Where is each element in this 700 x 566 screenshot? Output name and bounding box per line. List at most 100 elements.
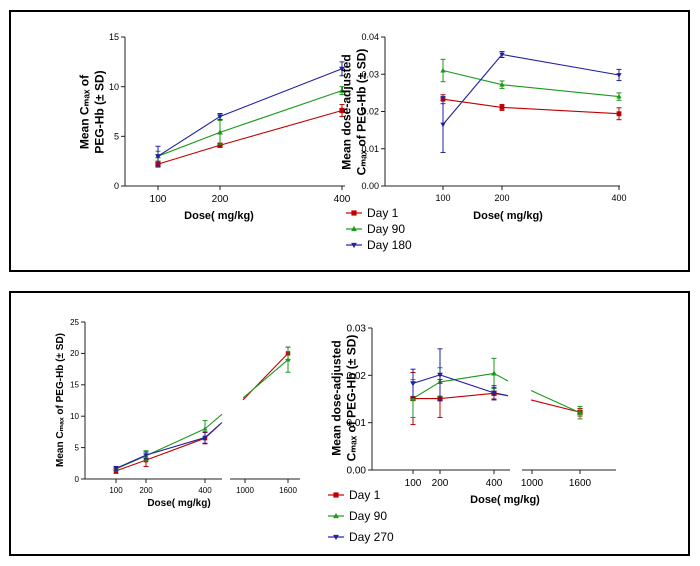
y-tick-label: 20 <box>70 349 79 358</box>
y-axis-label: Mean Cₘₐₓ of PEG-Hb (± SD) <box>55 333 66 467</box>
data-point <box>113 466 119 471</box>
data-point <box>217 142 223 148</box>
series-line <box>501 53 620 76</box>
series-line-to-break <box>493 392 509 397</box>
x-tick-label: 100 <box>435 193 450 203</box>
series-line-to-break <box>204 422 223 438</box>
data-point <box>616 73 622 78</box>
series-line <box>145 437 206 461</box>
series-line <box>439 372 495 383</box>
data-point <box>339 107 345 114</box>
y-axis-label: PEG-Hb (± SD) <box>93 70 107 153</box>
legend-label: Day 180 <box>367 238 412 252</box>
y-tick-label: 10 <box>109 82 119 92</box>
series-line <box>219 90 343 133</box>
x-tick-label: 200 <box>432 478 449 489</box>
y-tick-label: 0.01 <box>347 418 367 429</box>
series-day-90 <box>155 86 345 162</box>
series-line <box>219 109 343 146</box>
chart-4: 0.00 0.01 0.02 0.03 100 200 400 1000 1600 Mean do… <box>330 324 616 506</box>
y-axis-label: Mean Cₘₐₓ of <box>78 74 92 149</box>
series-line-from-break <box>242 359 289 399</box>
data-point <box>499 52 505 58</box>
legend-1: Day 1 Day 90 Day 180 <box>346 206 412 252</box>
legend-marker <box>333 492 339 498</box>
data-point <box>499 81 505 87</box>
legend-2: Day 1 Day 90 Day 270 <box>328 488 394 544</box>
series-line <box>442 98 503 108</box>
legend-entry: Day 1 <box>328 488 381 502</box>
x-axis-label: Dose( mg/kg) <box>184 210 254 222</box>
x-tick-label: 200 <box>139 486 153 495</box>
y-tick-label: 0.04 <box>361 32 379 42</box>
series-day-180 <box>440 51 622 153</box>
data-point <box>616 93 622 99</box>
legend-marker <box>333 512 339 519</box>
y-tick-label: 0.03 <box>361 69 379 79</box>
series-line-from-break <box>530 389 581 414</box>
legend-entry: Day 270 <box>328 530 394 544</box>
y-tick-label: 15 <box>70 381 79 390</box>
y-tick-label: 0.02 <box>347 371 367 382</box>
legend-marker <box>333 534 339 541</box>
data-point <box>217 114 223 120</box>
legend-label: Day 90 <box>367 222 405 236</box>
series-line <box>442 69 503 86</box>
series-day-270 <box>113 422 223 471</box>
series-day-1 <box>410 371 583 426</box>
data-point <box>491 370 497 376</box>
data-point <box>499 105 505 110</box>
series-line <box>157 131 221 157</box>
data-point <box>410 381 416 387</box>
chart-1: 0 5 10 15 100 200 400 Mean Cₘₐₓ of PEG-Hb (± SD)… <box>78 32 351 222</box>
series-line <box>412 381 441 399</box>
data-point <box>202 426 208 431</box>
series-day-90 <box>440 58 622 101</box>
data-point <box>577 409 583 415</box>
series-line <box>145 428 206 457</box>
legend-label: Day 90 <box>349 509 387 523</box>
series-line <box>157 144 221 165</box>
x-tick-label: 200 <box>212 194 229 205</box>
data-point <box>143 453 149 458</box>
x-tick-label: 100 <box>405 478 422 489</box>
x-tick-label: 200 <box>494 193 509 203</box>
series-day-1 <box>113 346 291 474</box>
y-tick-label: 0.00 <box>347 466 367 477</box>
legend-label: Day 270 <box>349 530 394 544</box>
data-point <box>440 67 446 73</box>
data-point <box>155 154 161 160</box>
x-axis-label: Dose( mg/kg) <box>473 210 543 222</box>
y-tick-label: 0 <box>75 475 80 484</box>
x-axis-label: Dose( mg/kg) <box>147 498 210 509</box>
series-day-270 <box>410 348 509 402</box>
y-tick-label: 15 <box>109 32 119 42</box>
y-tick-label: 10 <box>70 412 79 421</box>
chart-3: 0 5 10 15 20 25 100 200 400 1000 1600 Mean Cₘₐₓ of … <box>55 318 300 509</box>
y-tick-label: 0.02 <box>361 107 379 117</box>
x-tick-label: 400 <box>486 478 503 489</box>
data-point <box>339 87 345 93</box>
series-line <box>219 68 343 117</box>
legend-entry: Day 180 <box>346 238 412 252</box>
x-tick-label: 1000 <box>236 486 254 495</box>
legend-marker <box>351 242 357 249</box>
x-tick-label: 1000 <box>521 478 544 489</box>
y-axis-label: Cₘₐₓ of PEG-Hb (± SD) <box>355 49 369 176</box>
data-point <box>437 372 443 378</box>
y-axis-label: Mean dose-adjusted <box>330 340 344 455</box>
y-tick-label: 0.01 <box>361 144 379 154</box>
chart-2: 0.00 0.01 0.02 0.03 0.04 100 200 400 Mean dose-a… <box>340 32 627 222</box>
series-line <box>145 437 206 456</box>
x-tick-label: 400 <box>198 486 212 495</box>
series-day-90 <box>410 357 583 420</box>
y-tick-label: 25 <box>70 318 79 327</box>
series-day-1 <box>155 104 345 168</box>
series-line-from-break <box>530 399 581 413</box>
x-tick-label: 400 <box>334 194 351 205</box>
y-axis-label: Cₘₐₓ of PEG-Hb (± SD) <box>345 335 359 462</box>
y-tick-label: 5 <box>114 131 119 141</box>
x-tick-label: 1600 <box>569 478 592 489</box>
legend-label: Day 1 <box>349 488 381 502</box>
